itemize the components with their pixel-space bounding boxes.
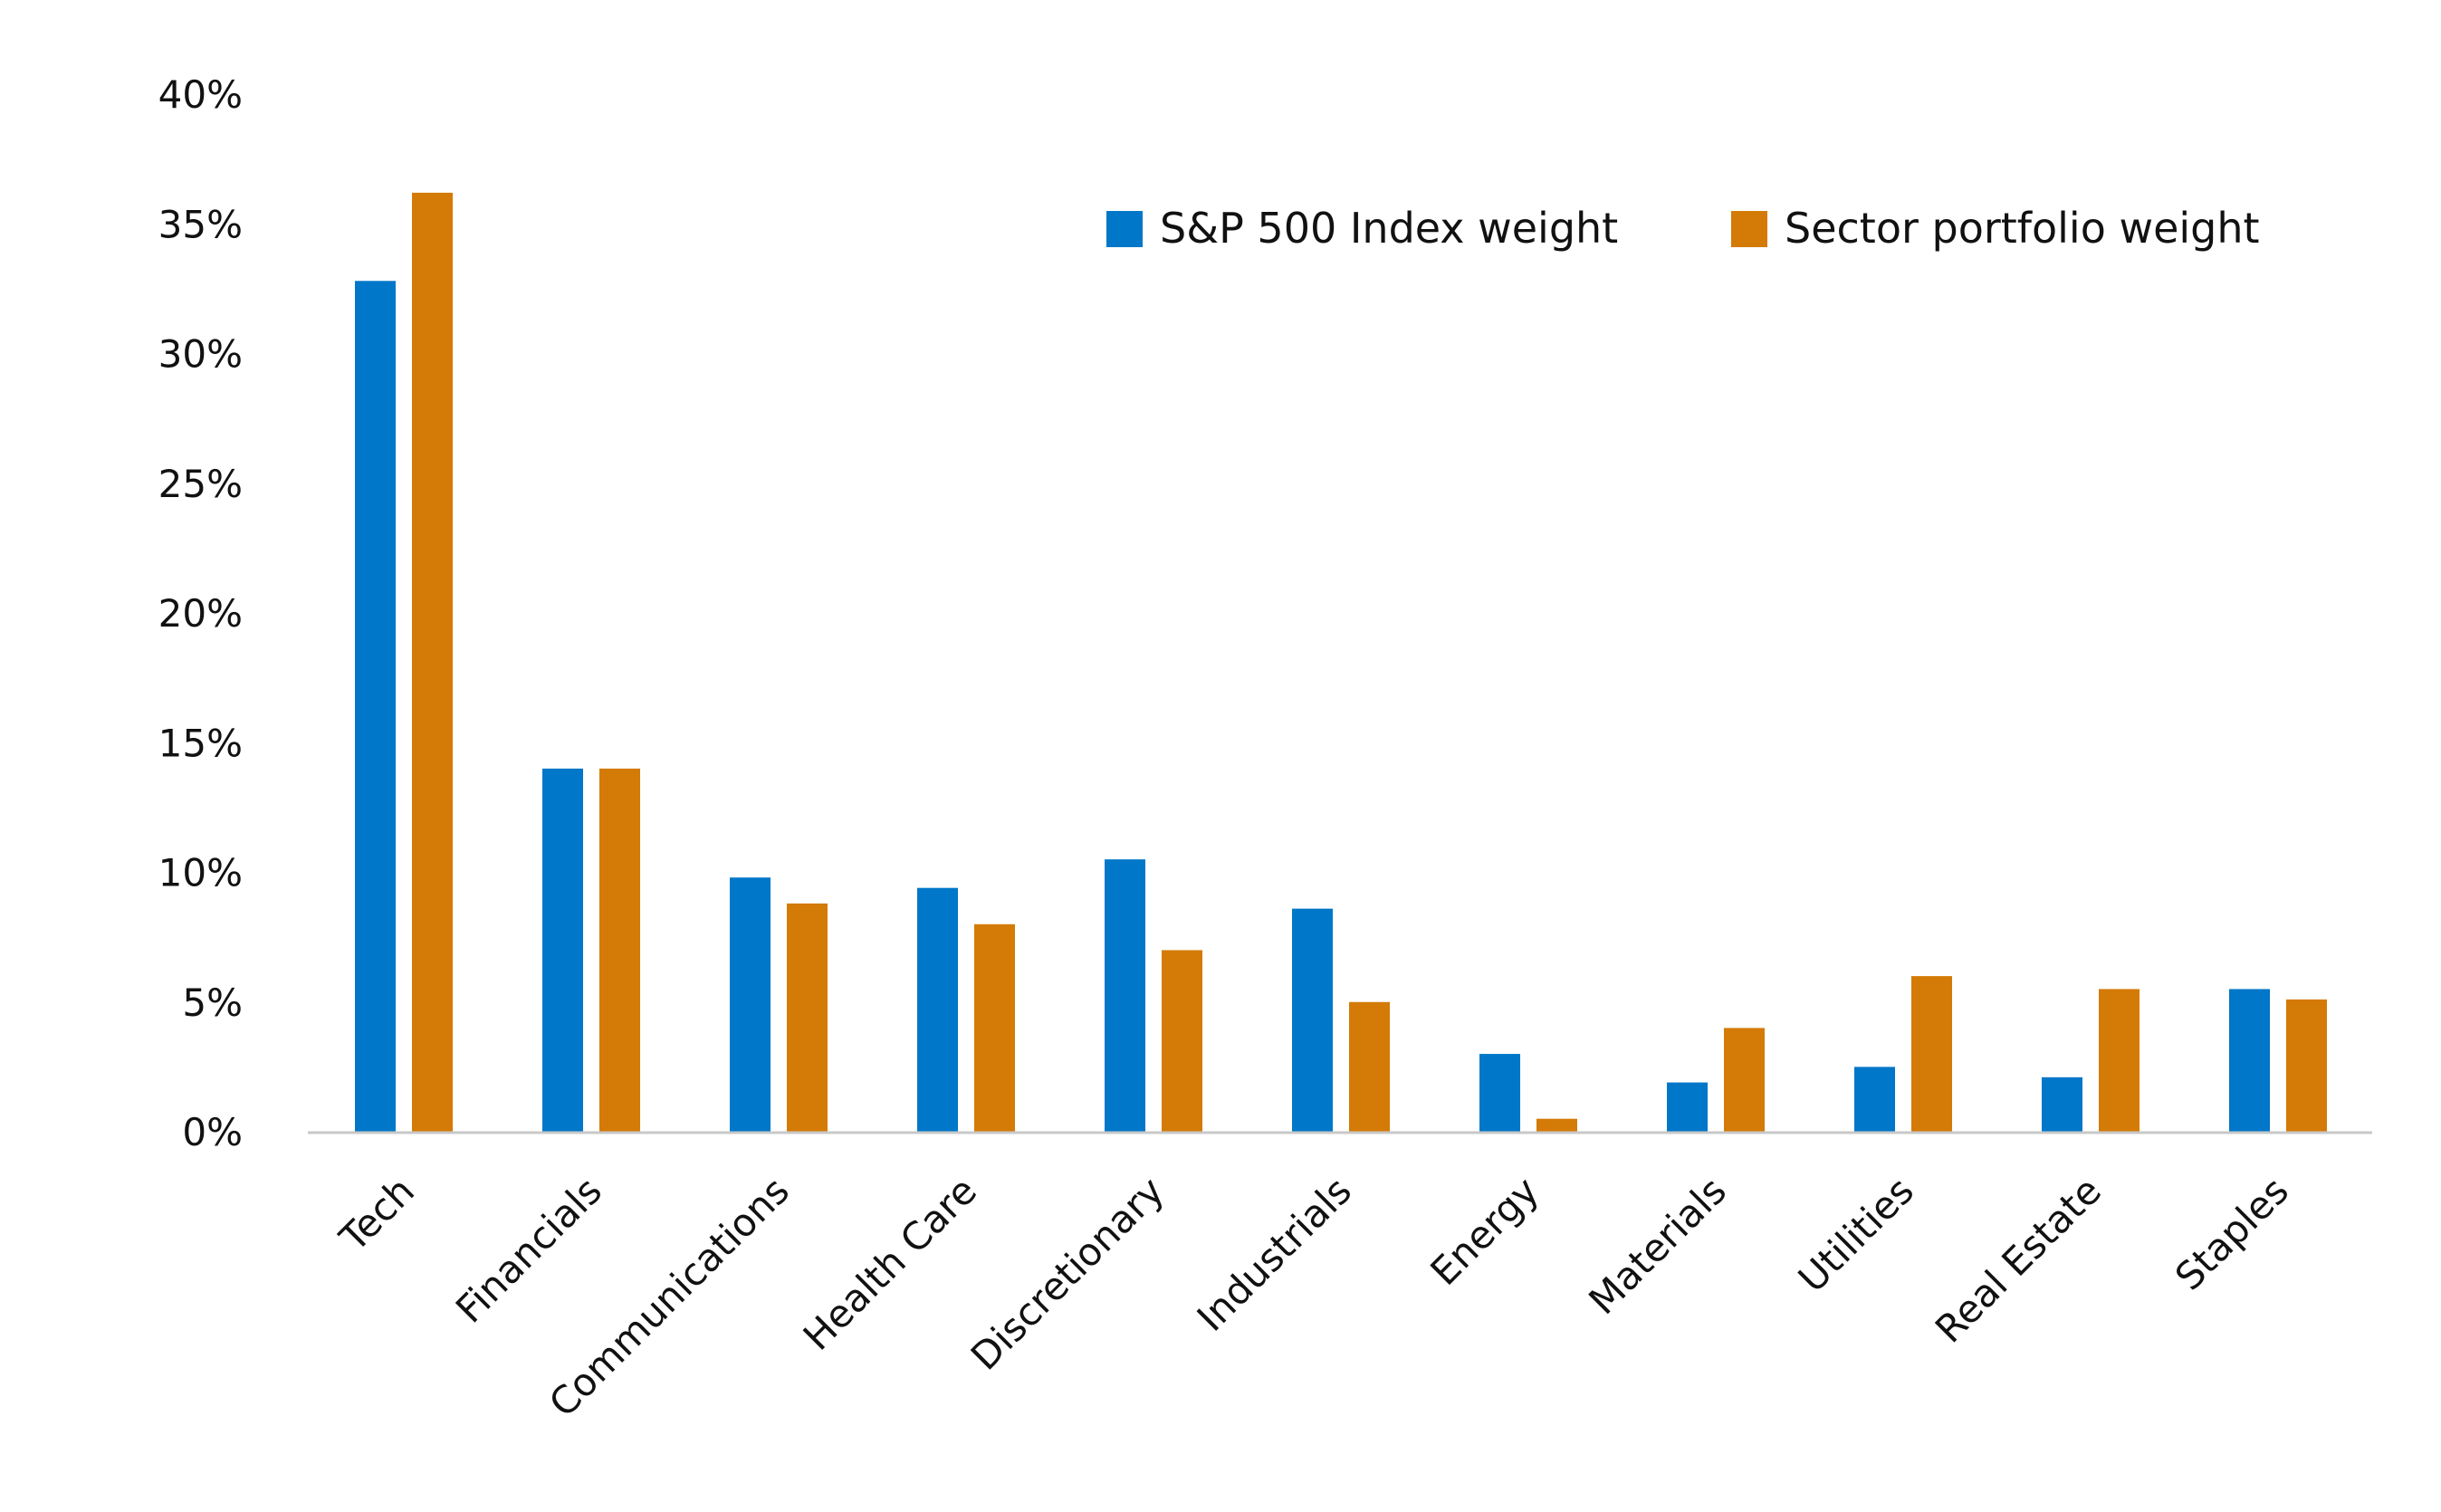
bar-portfolio-materials [1724, 1028, 1765, 1132]
x-tick-label: Real Estate [1927, 1168, 2110, 1351]
bar-index-energy [1479, 1054, 1520, 1132]
bar-portfolio-utilities [1911, 976, 1952, 1132]
bar-index-health-care [917, 887, 958, 1132]
bar-portfolio-discretionary [1162, 950, 1202, 1132]
bar-portfolio-industrials [1349, 1001, 1390, 1132]
bars [355, 192, 2327, 1132]
y-tick-label: 40% [158, 72, 243, 117]
y-tick-label: 10% [158, 851, 243, 895]
bar-portfolio-tech [412, 192, 453, 1132]
y-tick-label: 25% [158, 462, 243, 506]
bar-portfolio-real-estate [2099, 989, 2139, 1132]
bar-index-industrials [1292, 908, 1333, 1132]
bar-index-tech [355, 281, 396, 1132]
x-tick-label: Energy [1422, 1168, 1547, 1294]
x-tick-label: Industrials [1189, 1168, 1360, 1339]
bar-portfolio-staples [2286, 999, 2327, 1132]
x-tick-label: Financials [447, 1168, 610, 1331]
x-tick-label: Health Care [795, 1168, 985, 1358]
bar-index-financials [542, 768, 583, 1132]
y-tick-label: 20% [158, 591, 243, 636]
legend-label: S&P 500 Index weight [1160, 204, 1618, 253]
bar-index-staples [2229, 989, 2270, 1132]
y-tick-label: 30% [158, 332, 243, 377]
legend-label: Sector portfolio weight [1785, 204, 2260, 253]
x-tick-label: Tech [330, 1168, 423, 1260]
bar-portfolio-financials [599, 768, 640, 1132]
bar-index-utilities [1854, 1067, 1895, 1132]
y-tick-label: 0% [182, 1110, 243, 1154]
x-tick-label: Staples [2167, 1168, 2297, 1298]
bar-index-real-estate [2042, 1077, 2082, 1132]
y-tick-label: 35% [158, 202, 243, 246]
bar-portfolio-communications [787, 903, 828, 1132]
bar-portfolio-energy [1536, 1118, 1577, 1132]
legend-swatch [1106, 211, 1143, 247]
legend: S&P 500 Index weight Sector portfolio wei… [1106, 204, 2260, 253]
x-tick-label: Discretionary [962, 1168, 1173, 1378]
y-axis: 0% 5% 10% 15% 20% 25% 30% 35% 40% [158, 72, 243, 1154]
x-tick-label: Utilities [1790, 1168, 1922, 1300]
bar-index-discretionary [1105, 859, 1145, 1132]
y-tick-label: 15% [158, 721, 243, 765]
bar-portfolio-health-care [974, 923, 1015, 1132]
x-tick-label: Materials [1580, 1168, 1735, 1323]
legend-swatch [1731, 211, 1767, 247]
bar-index-materials [1667, 1082, 1708, 1132]
bar-index-communications [730, 877, 771, 1132]
y-tick-label: 5% [182, 981, 243, 1025]
